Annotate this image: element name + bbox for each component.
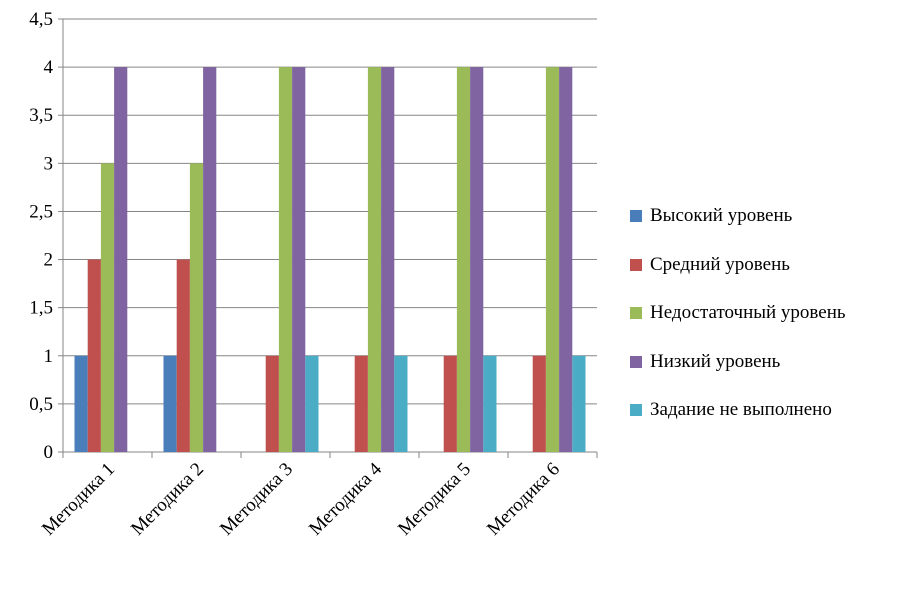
legend-label: Высокий уровень: [650, 205, 793, 227]
y-tick-label: 0: [44, 442, 54, 463]
legend-item: Низкий уровень: [630, 338, 846, 387]
legend-label: Задание не выполнено: [650, 399, 832, 421]
legend-swatch: [630, 258, 642, 271]
legend: Высокий уровень Средний уровень Недостаточ…: [630, 192, 846, 435]
bar: [532, 355, 546, 452]
legend-item: Задание не выполнено: [630, 386, 846, 435]
bar: [354, 355, 368, 452]
bar: [87, 259, 101, 452]
legend-swatch: [630, 404, 642, 417]
y-tick-label: 3,5: [29, 105, 53, 126]
legend-label: Недостаточный уровень: [650, 302, 846, 324]
x-tick-label: Методика 3: [216, 459, 297, 540]
bar: [559, 67, 573, 452]
y-tick-label: 1,5: [29, 298, 53, 319]
legend-label: Низкий уровень: [650, 350, 781, 372]
bar: [483, 355, 497, 452]
legend-item: Высокий уровень: [630, 192, 846, 241]
bar: [456, 67, 471, 452]
y-tick-label: 4,5: [29, 9, 53, 30]
x-tick-label: Методика 2: [127, 459, 208, 540]
bar: [381, 67, 395, 452]
bar: [545, 67, 560, 452]
bar: [305, 355, 319, 452]
bar: [114, 67, 128, 452]
bar: [470, 67, 484, 452]
x-tick-label: Методика 6: [483, 459, 564, 540]
bar: [278, 67, 293, 452]
bar: [265, 355, 279, 452]
legend-swatch: [630, 210, 642, 223]
bar: [176, 259, 190, 452]
y-tick-label: 4: [44, 57, 54, 78]
y-tick-label: 2: [44, 250, 54, 271]
legend-item: Недостаточный уровень: [630, 289, 846, 338]
y-tick-label: 3: [44, 153, 54, 174]
bar: [572, 355, 586, 452]
bar: [443, 355, 457, 452]
bar: [163, 355, 177, 452]
legend-swatch: [630, 307, 642, 320]
bar: [292, 67, 306, 452]
legend-label: Средний уровень: [650, 253, 790, 275]
x-tick-label: Методика 4: [305, 458, 386, 539]
bar: [394, 355, 408, 452]
legend-swatch: [630, 355, 642, 368]
y-tick-label: 1: [44, 346, 54, 367]
x-tick-label: Методика 5: [394, 459, 475, 540]
bar: [100, 163, 115, 453]
bar: [367, 67, 382, 452]
y-tick-label: 2,5: [29, 201, 53, 222]
legend-item: Средний уровень: [630, 241, 846, 290]
x-tick-label: Методика 1: [38, 459, 119, 540]
bar: [203, 67, 217, 452]
y-tick-label: 0,5: [29, 394, 53, 415]
bar: [74, 355, 88, 452]
bar: [189, 163, 204, 453]
